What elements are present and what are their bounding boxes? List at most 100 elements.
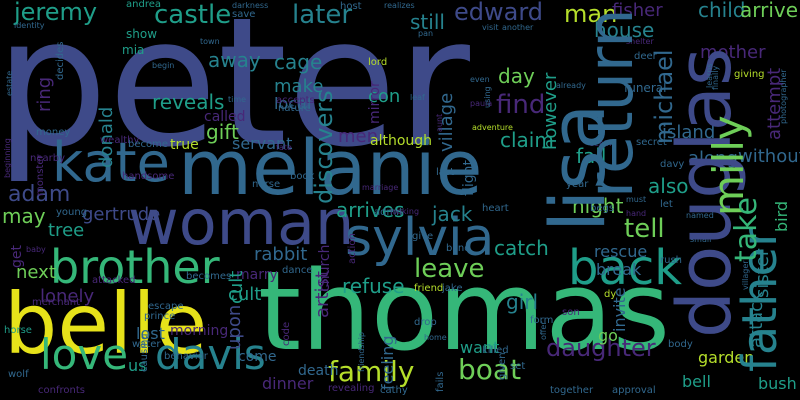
word-merchant: merchant [32, 297, 81, 308]
word-money: money [36, 127, 71, 138]
word-us: us [128, 356, 147, 375]
word-learns: learns [705, 63, 714, 88]
word-kate: kate [52, 131, 170, 194]
word-morning: morning [170, 323, 229, 339]
word-villager: villager [741, 260, 750, 290]
word-let: let [660, 199, 673, 210]
word-dance: dance [282, 265, 313, 276]
word-shelter: shelter [626, 37, 654, 46]
word-claim: claim [500, 128, 554, 152]
word-ring: ring [34, 76, 55, 112]
word-looking: looking [390, 207, 420, 216]
word-davis: davis [155, 330, 266, 379]
word-cage: cage [274, 50, 323, 74]
word-refuse: refuse [342, 274, 405, 298]
word-daughter: daughter [546, 334, 656, 362]
word-arrive: arrive [740, 0, 799, 22]
word-causing: causing [139, 333, 150, 372]
word-flight: flight [461, 160, 477, 196]
word-love: love [40, 330, 129, 379]
word-bird: bird [772, 200, 791, 232]
word-fails: fails [435, 371, 446, 392]
word-away: away [208, 48, 261, 72]
word-already: already [556, 81, 586, 90]
word-action: action [347, 233, 358, 264]
word-cult: cult [226, 270, 247, 304]
word-rush: rush [660, 255, 682, 266]
word-jake: jake [442, 283, 463, 294]
word-blind: blind [446, 243, 471, 254]
word-wolf: wolf [8, 369, 29, 380]
word-may: may [2, 204, 46, 228]
word-approval: approval [612, 385, 656, 396]
word-prince: prince [144, 311, 176, 322]
word-behavior: behavior [164, 351, 208, 362]
word-fall: fall [576, 144, 607, 168]
word-family: family [328, 355, 415, 388]
word-get: get [9, 245, 25, 268]
word-although: although [370, 133, 433, 149]
word-garden: garden [698, 348, 755, 367]
word-admit: admit [374, 207, 403, 218]
word-gertrude: gertrude [82, 204, 161, 225]
word-attacked: attacked [92, 275, 136, 286]
word-decides: decides [55, 41, 66, 81]
word-begs: begs [590, 203, 615, 214]
word-visit: visit [482, 23, 499, 32]
word-peter: peter [0, 0, 470, 186]
word-monster: monster [35, 154, 46, 196]
word-host: host [340, 1, 362, 12]
word-lonely: lonely [40, 286, 95, 307]
word-adventure: adventure [472, 123, 513, 132]
word-attack: attack [746, 291, 767, 349]
word-adam: adam [8, 182, 71, 207]
word-dy: dy [604, 289, 617, 300]
word-rescue: rescue [594, 242, 648, 261]
word-heart: heart [482, 203, 509, 214]
word-darkness: darkness [232, 1, 269, 10]
word-mirror: mirror [367, 81, 383, 124]
word-arrives: arrives [336, 198, 405, 222]
word-nearby: nearby [30, 153, 65, 164]
word-brother: brother [50, 240, 220, 294]
word-small: small [690, 235, 712, 244]
word-catch: catch [494, 236, 549, 260]
word-jeremy: jeremy [14, 0, 98, 26]
word-jack: jack [432, 202, 473, 226]
word-called: called [204, 109, 246, 125]
word-make: make [274, 76, 324, 97]
word-identity: identity [14, 21, 45, 30]
word-come: come [238, 349, 277, 365]
word-bell: bell [682, 372, 711, 391]
word-beginning: beginning [3, 138, 12, 178]
word-marry: marry [236, 267, 278, 283]
word-wealthy: wealthy [100, 135, 140, 146]
word-water: water [132, 339, 161, 350]
word-offer: offer [539, 321, 548, 340]
word-feeling: feeling [378, 335, 397, 390]
word-killed: killed [482, 345, 509, 356]
word-friendship: friendship [357, 332, 366, 372]
word-seeing: seeing [590, 139, 617, 148]
word-son: son [562, 307, 580, 318]
word-sylvia: sylvia [345, 208, 495, 268]
word-edward: edward [454, 0, 544, 26]
word-giving: giving [734, 69, 765, 80]
word-horse: horse [4, 325, 32, 336]
word-upon: upon [224, 304, 245, 350]
word-return: return [574, 8, 647, 198]
word-woman: woman [128, 186, 355, 259]
word-church: church [317, 244, 333, 292]
word-time: time [228, 95, 247, 104]
word-melanie: melanie [178, 123, 483, 212]
word-confronts: confronts [38, 385, 85, 396]
word-dinner: dinner [262, 374, 314, 393]
word-handsome: handsome [122, 171, 175, 182]
word-even: even [470, 75, 490, 84]
word-nature: nature [278, 103, 311, 114]
word-go: go [598, 326, 618, 345]
word-reveals: reveals [152, 90, 225, 114]
word-andrea: andrea [126, 0, 161, 10]
word-deer: deer [634, 51, 657, 62]
word-body: body [668, 339, 693, 350]
